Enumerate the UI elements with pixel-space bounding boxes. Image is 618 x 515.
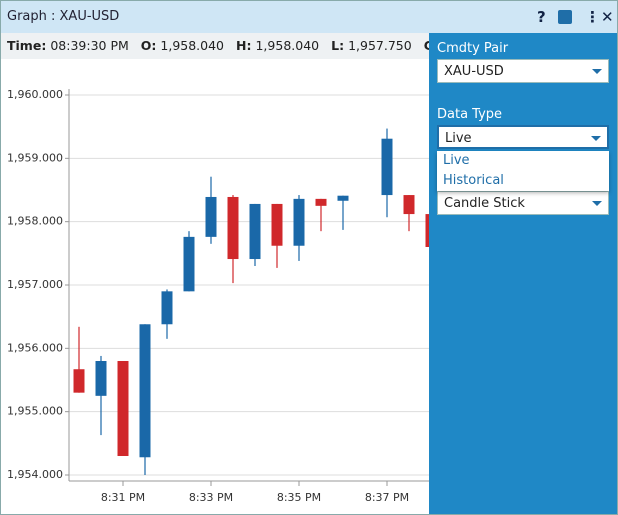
candle-body [227, 196, 239, 260]
candle-body [293, 198, 305, 246]
candle-body [381, 138, 393, 196]
candle-body [139, 324, 151, 458]
info-label: H: [236, 38, 252, 53]
candle-body [183, 236, 195, 292]
pair-label: Cmdty Pair [437, 41, 509, 56]
y-tick-label: 1,957.000 [7, 278, 63, 291]
type-label: Data Type [437, 107, 503, 122]
option[interactable]: Historical [443, 173, 504, 188]
y-tick-label: 1,956.000 [7, 341, 63, 354]
y-tick-label: 1,955.000 [7, 405, 63, 418]
chart-type-select[interactable]: Candle Stick [437, 191, 609, 215]
candle-body [205, 196, 217, 237]
option[interactable]: Live [443, 153, 470, 168]
type-select[interactable]: Live [437, 125, 609, 149]
y-tick-label: 1,959.000 [7, 151, 63, 164]
info-item: O: 1,958.040 [141, 38, 224, 53]
info-label: O: [140, 38, 157, 53]
pair-select[interactable]: XAU-USD [437, 59, 609, 83]
close-icon[interactable]: ✕ [601, 8, 614, 26]
title-bar: Graph : XAU-USD ? ⋮ ✕ [1, 1, 617, 33]
info-label: Time: [7, 38, 47, 53]
y-tick-label: 1,958.000 [7, 215, 63, 228]
candle-body [403, 195, 415, 215]
candle-body [249, 203, 261, 260]
menu-icon[interactable]: ⋮ [585, 8, 600, 26]
type-options: Live Historical [437, 151, 609, 191]
candle-body [161, 291, 173, 325]
info-label: L: [331, 38, 345, 53]
candle-body [271, 203, 283, 246]
candle-body [117, 361, 129, 456]
info-item: L: 1,957.750 [331, 38, 412, 53]
candle-body [73, 369, 85, 393]
info-value: 08:39:30 PM [50, 38, 129, 53]
info-value: 1,958.040 [160, 38, 225, 53]
x-tick-label: 8:31 PM [101, 491, 145, 504]
candle-body [95, 361, 107, 396]
info-value: 1,957.750 [348, 38, 412, 53]
info-value: 1,958.040 [255, 38, 320, 53]
help-icon[interactable]: ? [537, 8, 546, 26]
info-item: Time: 08:39:30 PM [7, 38, 129, 53]
y-tick-label: 1,960.000 [7, 88, 63, 101]
settings-panel: Cmdty Pair XAU-USD Data Type Live Candle… [429, 33, 617, 514]
y-tick-label: 1,954.000 [7, 468, 63, 481]
x-tick-label: 8:37 PM [365, 491, 409, 504]
candle-body [315, 198, 327, 206]
candle-body [337, 195, 349, 201]
x-tick-label: 8:35 PM [277, 491, 321, 504]
info-item: H: 1,958.040 [236, 38, 319, 53]
x-tick-label: 8:33 PM [189, 491, 233, 504]
window-title: Graph : XAU-USD [7, 9, 120, 24]
collapse-icon[interactable] [558, 10, 572, 24]
